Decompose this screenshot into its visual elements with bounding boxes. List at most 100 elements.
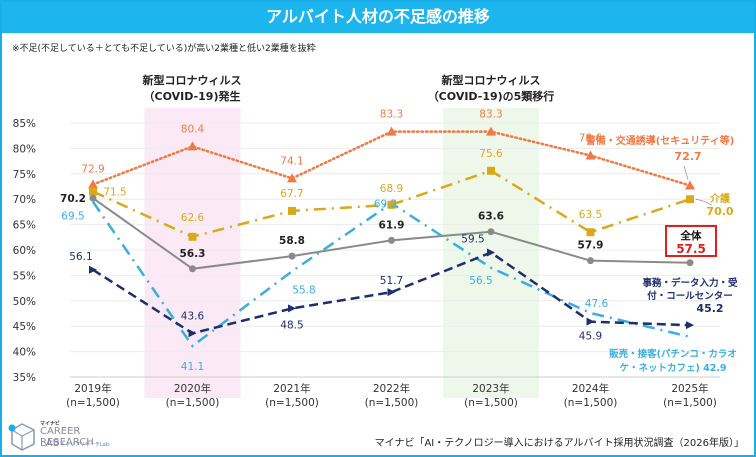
data-label: 80.4	[181, 123, 205, 135]
y-tick-label: 70%	[13, 194, 36, 206]
annotation-covid-start-line2: （COVID-19)発生	[144, 89, 241, 103]
data-label: 72.9	[81, 163, 104, 175]
end-label-security-name: 警備・交通誘導(セキュリティ等)	[585, 134, 735, 147]
data-point-square	[586, 228, 595, 237]
end-label-security-value: 72.7	[674, 150, 701, 163]
data-label: 69.2	[374, 198, 397, 210]
data-label: 71.5	[103, 187, 126, 199]
data-point-circle	[288, 252, 296, 260]
x-tick-label: 2025年	[671, 382, 708, 395]
data-label: 43.6	[181, 310, 205, 322]
data-point-square	[686, 195, 694, 204]
data-point-arrow	[288, 304, 296, 313]
logo-line1: CAREER RESEARCH	[40, 426, 94, 448]
data-label: 47.6	[585, 298, 609, 310]
career-research-lab-logo: マイナビ CAREER RESEARCH LAB キャリアリサーチLab	[8, 418, 128, 452]
data-label: 67.7	[280, 188, 303, 200]
data-label: 63.5	[579, 209, 602, 221]
x-tick-sublabel: (n=1,500)	[464, 397, 518, 409]
data-point-arrow	[686, 321, 694, 330]
data-label: 56.1	[69, 251, 92, 263]
x-tick-sublabel: (n=1,500)	[365, 397, 419, 409]
data-point-triangle	[486, 126, 496, 136]
y-tick-label: 75%	[13, 169, 36, 181]
y-tick-label: 85%	[13, 118, 36, 130]
data-point-square	[387, 200, 396, 209]
data-label: 51.7	[380, 275, 403, 287]
data-point-square	[89, 187, 97, 196]
x-tick-label: 2023年	[472, 382, 509, 395]
data-label: 68.9	[380, 183, 403, 195]
x-tick-sublabel: (n=1,500)	[66, 397, 120, 409]
source-citation: マイナビ「AI・テクノロジー導入におけるアルバイト採用状況調査（2026年版）」	[374, 438, 744, 449]
data-point-arrow	[387, 288, 396, 297]
data-point-arrow	[586, 317, 595, 326]
x-tick-label: 2021年	[273, 382, 310, 395]
leader-line	[683, 165, 689, 180]
y-tick-label: 65%	[13, 220, 36, 232]
data-label: 69.5	[61, 211, 84, 223]
annotation-covid-class5-line2: （COVID-19)の5類移行	[428, 89, 555, 103]
data-label: 83.3	[380, 109, 403, 121]
data-point-triangle	[685, 180, 695, 190]
y-tick-label: 40%	[13, 347, 36, 359]
x-tick-sublabel: (n=1,500)	[564, 397, 618, 409]
data-point-square	[188, 232, 197, 241]
end-label-office-line1: 事務・データ入力・受	[642, 277, 738, 289]
data-point-circle	[189, 265, 196, 273]
data-point-square	[288, 206, 296, 215]
data-label: 45.9	[579, 331, 602, 343]
data-point-triangle	[287, 173, 297, 183]
data-label: 56.3	[180, 248, 206, 260]
y-tick-label: 50%	[13, 296, 36, 308]
data-point-triangle	[585, 150, 596, 160]
logo-sub: キャリアリサーチLab	[60, 442, 110, 448]
data-label: 57.9	[578, 240, 604, 252]
data-label: 74.1	[280, 155, 303, 167]
data-point-square	[487, 166, 495, 175]
data-point-circle	[686, 259, 694, 267]
y-tick-label: 35%	[13, 372, 36, 384]
end-label-sales-line1: 販売・接客(パチンコ・カラオ	[609, 348, 737, 360]
leader-line	[695, 198, 713, 206]
chart-note: ※不足(不足している＋とても不足している)が高い2業種と低い2業種を抜粋	[12, 44, 316, 54]
data-point-triangle	[386, 126, 397, 136]
data-point-circle	[388, 236, 395, 244]
data-point-triangle	[187, 141, 198, 151]
overall-highlight-box	[665, 225, 717, 257]
data-point-circle	[487, 228, 495, 236]
data-label: 78.6	[579, 133, 603, 145]
annotation-covid-class5-line1: 新型コロナウィルス	[442, 73, 541, 87]
x-tick-sublabel: (n=1,500)	[166, 397, 220, 409]
data-label: 70.2	[60, 193, 86, 205]
x-tick-sublabel: (n=1,500)	[265, 397, 319, 409]
y-tick-label: 80%	[13, 143, 36, 155]
x-tick-label: 2022年	[373, 382, 410, 395]
data-label: 41.1	[181, 361, 204, 373]
data-label: 55.8	[292, 284, 315, 296]
end-label-sales-line2: ケ・ネットカフェ) 42.9	[619, 363, 726, 374]
end-label-overall-name: 全体	[680, 229, 702, 242]
page-title: アルバイト人材の不足感の推移	[0, 0, 756, 33]
data-point-triangle	[88, 179, 98, 189]
x-tick-label: 2020年	[174, 382, 211, 395]
data-label: 56.5	[469, 275, 492, 287]
data-point-arrow	[89, 265, 97, 274]
x-tick-label: 2019年	[74, 382, 111, 395]
y-tick-label: 45%	[13, 321, 36, 333]
data-label: 59.5	[461, 234, 484, 246]
data-point-arrow	[188, 329, 197, 338]
data-label: 61.9	[379, 219, 405, 231]
x-tick-sublabel: (n=1,500)	[663, 397, 717, 409]
end-label-overall-value: 57.5	[676, 242, 706, 256]
data-label: 83.3	[479, 109, 502, 121]
data-label: 75.6	[479, 148, 503, 160]
end-label-office-line2: 付・コールセンター	[647, 290, 733, 302]
cube-logo-icon	[8, 423, 35, 451]
end-label-office-value: 45.2	[696, 302, 723, 315]
data-point-arrow	[487, 248, 495, 257]
data-label: 62.6	[181, 212, 205, 224]
end-label-care-value: 70.0	[706, 205, 733, 218]
logo-mynavi: マイナビ	[40, 421, 60, 427]
